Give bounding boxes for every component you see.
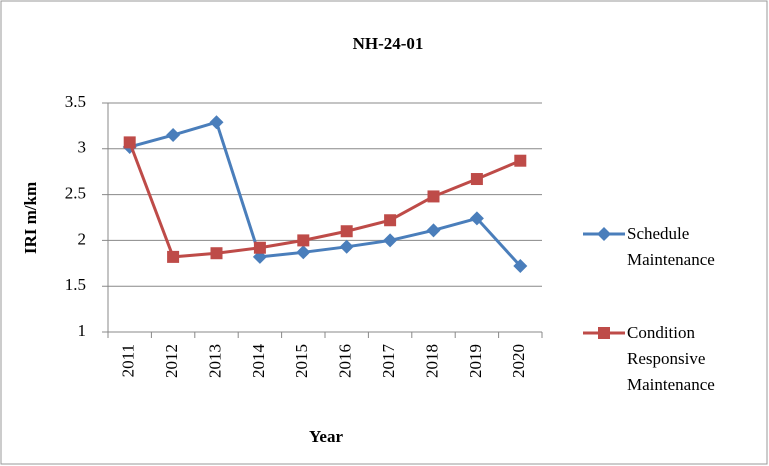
point: [513, 259, 528, 274]
series-line: [128, 141, 521, 259]
point: [469, 211, 484, 226]
point: [123, 136, 136, 149]
x-tick-label: 2013: [205, 344, 224, 378]
y-tick-label: 3.5: [65, 92, 86, 111]
x-tick-label: 2012: [162, 344, 181, 378]
legend-label-box: Condition Responsive Maintenance: [627, 323, 715, 394]
point: [253, 241, 266, 254]
chart-title: NH-24-01: [353, 34, 424, 53]
y-tick-label: 2.5: [65, 184, 86, 203]
x-tick-label: 2015: [292, 344, 311, 378]
series-line: [129, 120, 522, 268]
x-tick-label: 2017: [379, 344, 398, 379]
x-tick-label: 2011: [119, 344, 138, 377]
point: [339, 239, 354, 254]
point: [470, 173, 483, 186]
point: [598, 327, 610, 339]
x-tick-label: 2016: [336, 344, 355, 378]
x-axis-label: Year: [309, 427, 343, 446]
y-tick-label: 3: [78, 138, 87, 157]
point: [296, 245, 311, 260]
point: [597, 227, 611, 241]
legend-label: Schedule Maintenance: [627, 224, 715, 269]
point: [383, 233, 398, 248]
point: [297, 234, 310, 247]
point: [384, 214, 397, 227]
legend-label: Condition Responsive Maintenance: [627, 323, 715, 394]
x-tick-label: 2018: [422, 344, 441, 378]
y-tick-label: 1.5: [65, 275, 86, 294]
point: [514, 154, 527, 167]
point: [166, 128, 181, 143]
x-tick-label: 2014: [249, 344, 268, 379]
point: [427, 190, 440, 203]
x-tick-label: 2020: [509, 344, 528, 378]
point: [209, 115, 224, 130]
point: [426, 223, 441, 238]
y-axis-label: IRI m/km: [21, 182, 40, 254]
point: [167, 250, 180, 263]
legend-label-box: Schedule Maintenance: [627, 224, 715, 269]
x-tick-label: 2019: [466, 344, 485, 378]
y-tick-label: 2: [78, 229, 87, 248]
y-tick-label: 1: [78, 321, 87, 340]
point: [210, 247, 223, 260]
point: [340, 225, 353, 238]
